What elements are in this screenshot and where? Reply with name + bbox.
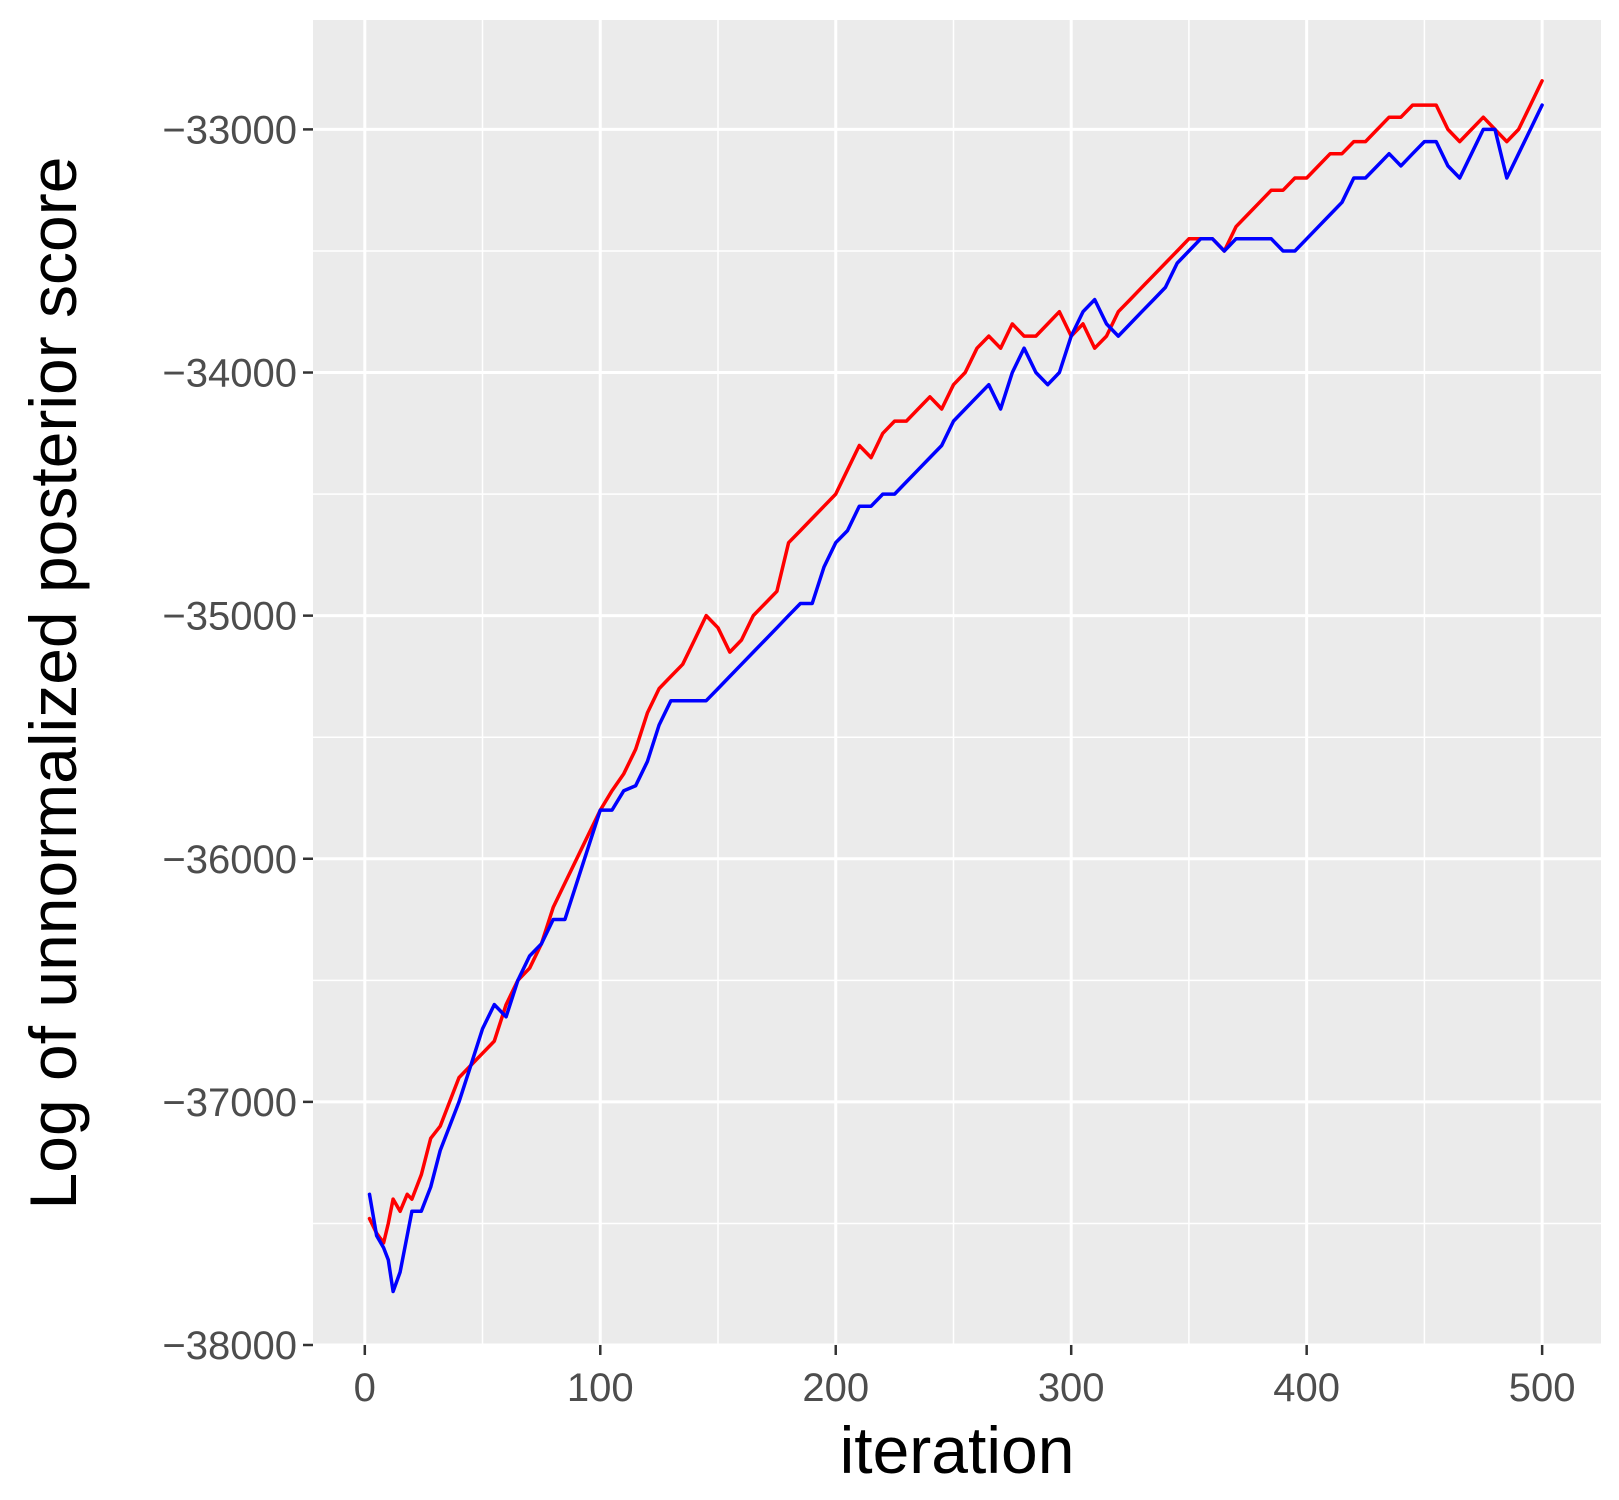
y-tick-label: −37000 bbox=[162, 1081, 297, 1125]
x-tick-label: 300 bbox=[1038, 1366, 1105, 1410]
y-tick-label: −36000 bbox=[162, 838, 297, 882]
series-lines bbox=[367, 79, 1544, 1294]
axes: 0 100 200 300 400 500 −38000 −37000 −36000 −35000… bbox=[162, 108, 1575, 1410]
x-tick-label: 500 bbox=[1509, 1366, 1576, 1410]
x-tick-label: 0 bbox=[354, 1366, 376, 1410]
grid-lines bbox=[313, 20, 1601, 1347]
y-tick-label: −33000 bbox=[162, 108, 297, 152]
y-tick-label: −35000 bbox=[162, 595, 297, 639]
y-axis-title: Log of unnormalized posterior score bbox=[16, 157, 90, 1210]
plot-panel bbox=[313, 20, 1601, 1345]
x-tick-label: 100 bbox=[567, 1366, 634, 1410]
series-line-1 bbox=[367, 79, 1544, 1245]
x-axis-title: iteration bbox=[840, 1413, 1075, 1487]
x-tick-label: 200 bbox=[802, 1366, 869, 1410]
series-line-2 bbox=[367, 103, 1544, 1294]
y-tick-label: −34000 bbox=[162, 352, 297, 396]
y-tick-label: −38000 bbox=[162, 1324, 297, 1368]
x-tick-label: 400 bbox=[1273, 1366, 1340, 1410]
